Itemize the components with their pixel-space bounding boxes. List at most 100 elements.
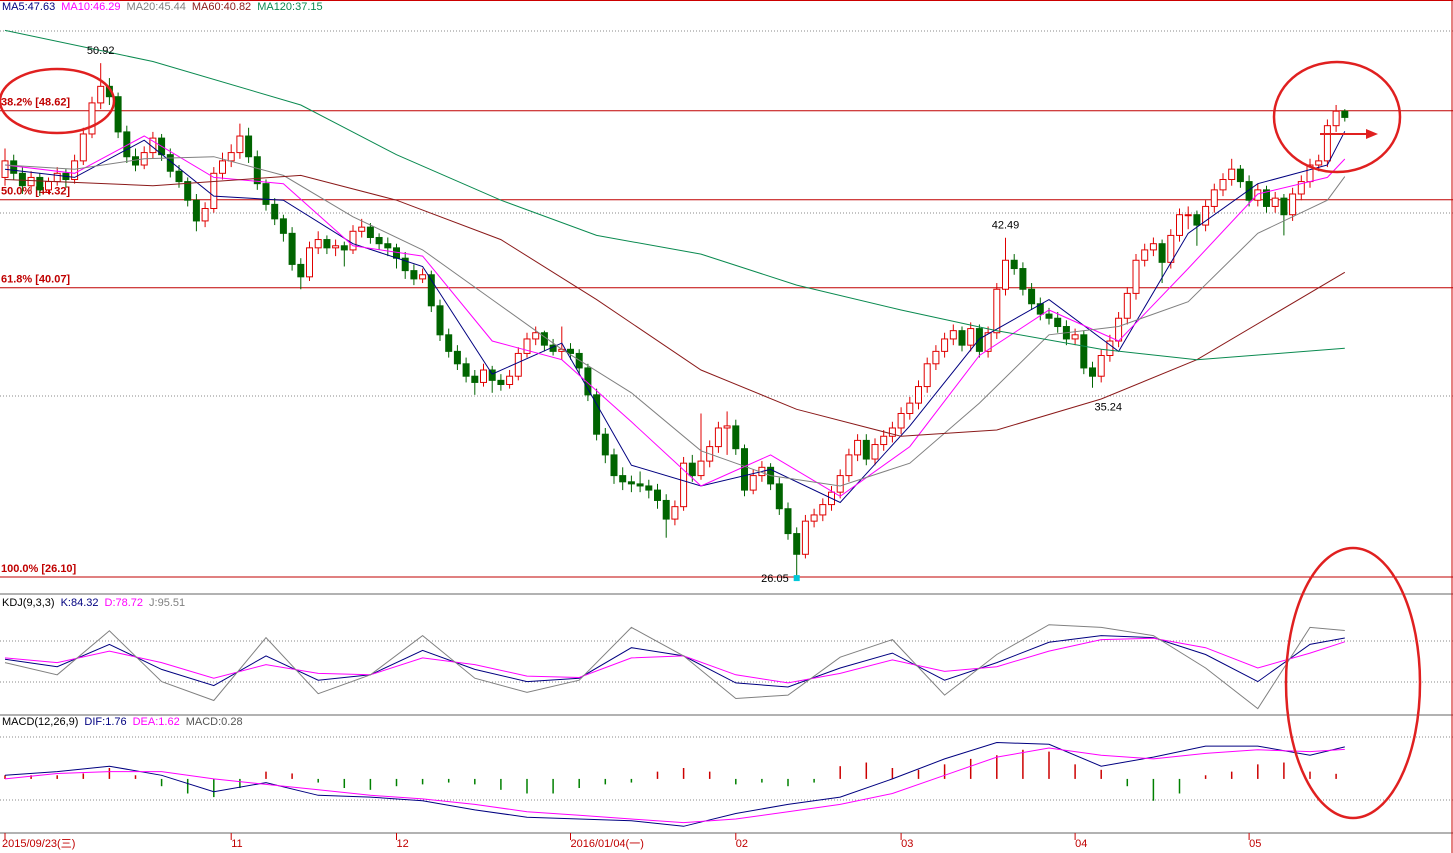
x-tick-label: 05 (1249, 838, 1261, 850)
candle-body (1019, 268, 1027, 290)
candle-body (340, 245, 348, 251)
candle-body (1280, 197, 1288, 216)
candle-body (1002, 259, 1009, 290)
candle-body (349, 230, 357, 251)
candle-body (1089, 367, 1096, 377)
candle-body (906, 402, 914, 414)
candle-body (401, 257, 409, 272)
candle-body (1202, 205, 1210, 226)
annotation: 50.92 (87, 45, 115, 57)
candle-body (1193, 214, 1201, 226)
candle-body (366, 226, 374, 238)
candle-body (1036, 303, 1044, 315)
candle-body (1236, 168, 1244, 183)
candle-body (662, 499, 670, 520)
candle-body (114, 96, 122, 133)
candle-body (645, 485, 653, 491)
candle-body (714, 427, 722, 448)
fib-label: 38.2% [48.62] (1, 97, 70, 109)
candle-body (1106, 340, 1114, 357)
candle-body (462, 363, 470, 377)
candle-body (1115, 317, 1123, 342)
candle-body (819, 504, 827, 516)
candle-body (201, 208, 209, 222)
candle-body (871, 444, 879, 460)
candle-body (836, 475, 844, 493)
series-line (4, 29, 1345, 361)
candle-body (1332, 110, 1340, 127)
candle-body (175, 170, 183, 183)
candle-body (1323, 125, 1331, 162)
candle-body (967, 328, 975, 346)
legend-entry: MA20:45.44 (127, 1, 186, 13)
candle-body (227, 152, 235, 162)
candle-body (862, 439, 870, 460)
candle-body (610, 454, 618, 477)
candle-body (601, 433, 609, 456)
candle-body (53, 172, 61, 183)
annotation: 26.05 (761, 573, 789, 585)
candle-body (1071, 334, 1079, 340)
candle-body (584, 367, 592, 396)
candle-body (71, 160, 79, 181)
legend-entry: MA10:46.29 (61, 1, 120, 13)
x-tick-label: 04 (1075, 838, 1087, 850)
fib-label: 100.0% [26.10] (1, 563, 77, 575)
candle-body (654, 489, 661, 501)
candle-body (123, 131, 131, 158)
candle-body (192, 199, 200, 222)
legend-entry: J:95.51 (149, 597, 185, 609)
candle-body (688, 462, 696, 477)
candle-body (810, 514, 818, 522)
arrow-head (1366, 129, 1378, 139)
candle-body (10, 160, 18, 174)
candle-body (88, 102, 96, 135)
candle-body (749, 475, 757, 491)
candle-body (314, 239, 322, 249)
legend-entry: MA5:47.63 (2, 1, 55, 13)
candle-body (297, 263, 305, 278)
candle-body (306, 247, 313, 278)
candle-body (453, 350, 461, 365)
candle-body (680, 462, 688, 508)
series-line (4, 156, 1346, 487)
panel-title: KDJ(9,3,3) (2, 597, 55, 609)
candle-body (567, 348, 574, 354)
candle-body (1254, 189, 1262, 201)
candle-body (1176, 214, 1183, 236)
candle-body (975, 328, 983, 352)
candle-body (1054, 317, 1062, 328)
series-line (4, 741, 1345, 827)
highlight-circle (1272, 60, 1402, 174)
candle-body (79, 133, 87, 162)
candle-body (427, 274, 435, 307)
candle-body (723, 425, 731, 429)
candle-body (253, 156, 261, 185)
candle-body (732, 425, 740, 450)
candle-body (1289, 193, 1297, 216)
candle-body (1028, 288, 1036, 305)
candle-body (210, 172, 218, 210)
candle-body (1149, 243, 1157, 251)
candle-body (514, 352, 522, 377)
x-tick-label: 12 (397, 838, 409, 850)
legend-entry: D:78.72 (105, 597, 144, 609)
candle-body (897, 412, 905, 429)
candle-body (236, 135, 244, 154)
candle-body (697, 460, 705, 477)
candle-body (410, 270, 418, 280)
candle-body (932, 350, 940, 365)
candle-body (1141, 249, 1149, 261)
candle-body (741, 448, 748, 491)
candle-body (984, 332, 992, 352)
x-tick-label: 03 (901, 838, 913, 850)
candle-body (1245, 181, 1253, 201)
legend-entry: DEA:1.62 (133, 716, 180, 728)
candle-body (923, 363, 931, 388)
x-tick-label: 2015/09/23(三) (2, 838, 75, 850)
legend-entry: MACD:0.28 (186, 716, 243, 728)
candle-body (793, 533, 801, 555)
candle-body (1263, 189, 1270, 207)
x-tick-label: 11 (231, 838, 242, 850)
